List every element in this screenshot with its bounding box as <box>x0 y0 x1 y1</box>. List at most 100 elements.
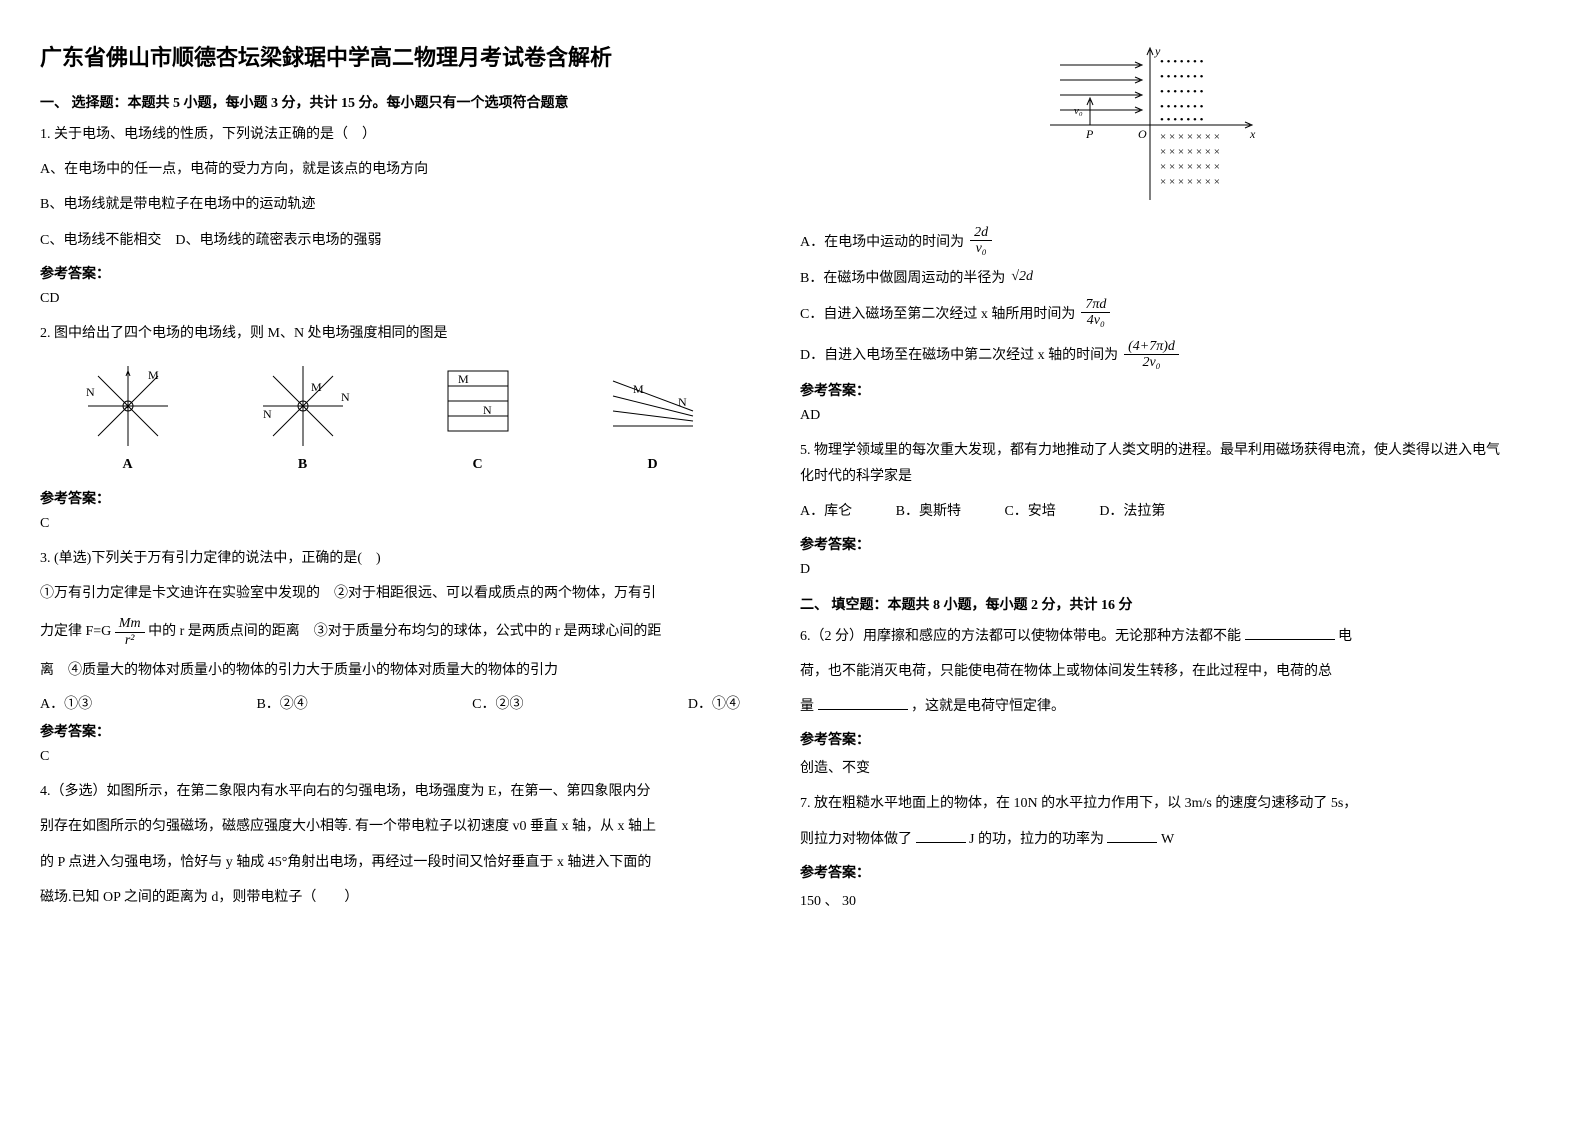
svg-text:M: M <box>148 368 159 382</box>
q7-stem2b: J 的功，拉力的功率为 <box>969 832 1104 847</box>
q2-fig-a: - M N A <box>68 361 188 473</box>
q3-stem3b: 中的 r 是两质点间的距离 ③对于质量分布均匀的球体，公式中的 r 是两球心间的… <box>148 624 661 639</box>
q4-stem3: 的 P 点进入匀强电场，恰好与 y 轴成 45°角射出电场，再经过一段时间又恰好… <box>40 850 740 875</box>
svg-text:N: N <box>483 403 492 417</box>
svg-text:M: M <box>458 372 469 386</box>
q5-optD: D．法拉第 <box>1099 504 1165 519</box>
section2-header: 二、 填空题：本题共 8 小题，每小题 2 分，共计 16 分 <box>800 594 1500 614</box>
fieldlines-b-icon: + M N N <box>253 361 353 451</box>
q4-optC-frac: 7πd 4v₀ <box>1081 297 1110 329</box>
svg-text:× × × × × × ×: × × × × × × × <box>1160 131 1220 143</box>
q6-answer-label: 参考答案： <box>800 729 1500 749</box>
q3-optB: B．②④ <box>256 693 307 713</box>
q2-stem: 2. 图中给出了四个电场的电场线，则 M、N 处电场强度相同的图是 <box>40 321 740 346</box>
q2-fig-c: M N C <box>418 361 538 473</box>
q7-line2: 则拉力对物体做了 J 的功，拉力的功率为 W <box>800 827 1500 852</box>
q7-blank1 <box>916 828 966 843</box>
q6-stem1: 6.（2 分）用摩擦和感应的方法都可以使物体带电。无论那种方法都不能 <box>800 629 1241 644</box>
q6-stem1b: 电 <box>1338 629 1352 644</box>
q7-stem2a: 则拉力对物体做了 <box>800 832 912 847</box>
q1-optC: C、电场线不能相交 D、电场线的疏密表示电场的强弱 <box>40 228 740 253</box>
q2-fig-b: + M N N B <box>243 361 363 473</box>
q4-optB-text: B．在磁场中做圆周运动的半径为 <box>800 267 1005 287</box>
q2-answer-label: 参考答案： <box>40 488 740 508</box>
q6-line3: 量 ，这就是电荷守恒定律。 <box>800 694 1500 719</box>
q5-stem: 5. 物理学领域里的每次重大发现，都有力地推动了人类文明的进程。最早利用磁场获得… <box>800 438 1500 488</box>
fieldlines-a-icon: - M N <box>78 361 178 451</box>
q6-stem2: 荷，也不能消灭电荷，只能使电荷在物体上或物体间发生转移，在此过程中，电荷的总 <box>800 659 1500 684</box>
q2-fig-a-label: A <box>68 457 188 473</box>
page-title: 广东省佛山市顺德杏坛梁銶琚中学高二物理月考试卷含解析 <box>40 40 740 72</box>
svg-text:• • • • • • •: • • • • • • • <box>1160 86 1204 98</box>
left-column: 广东省佛山市顺德杏坛梁銶琚中学高二物理月考试卷含解析 一、 选择题：本题共 5 … <box>40 40 740 924</box>
q2-fig-d-label: D <box>593 457 713 473</box>
q4-optD-frac: (4+7π)d 2v₀ <box>1124 339 1179 371</box>
svg-text:O: O <box>1138 127 1147 141</box>
q6-stem3b: ，这就是电荷守恒定律。 <box>911 699 1065 714</box>
q6-answer: 创造、不变 <box>800 757 1500 777</box>
q3-frac-num: Mm <box>115 616 145 632</box>
q4-optC-text: C．自进入磁场至第二次经过 x 轴所用时间为 <box>800 303 1075 323</box>
q6-blank2 <box>818 695 908 710</box>
q3-optD: D．①④ <box>688 693 740 713</box>
q3-fraction: Mm r² <box>115 616 145 648</box>
q3-stem1: 3. (单选)下列关于万有引力定律的说法中，正确的是( ) <box>40 546 740 571</box>
q4-optB: B．在磁场中做圆周运动的半径为 √2d <box>800 267 1500 287</box>
q4-stem4: 磁场.已知 OP 之间的距离为 d，则带电粒子（ ） <box>40 885 740 910</box>
q1-answer: CD <box>40 291 740 307</box>
q7-stem2c: W <box>1161 832 1174 847</box>
q4-diagram-icon: y x O v₀ P • • • • • • • • • • • • • • •… <box>1040 40 1260 210</box>
q2-answer: C <box>40 516 740 532</box>
svg-text:M: M <box>633 382 644 396</box>
q4-optD-text: D．自进入电场至在磁场中第二次经过 x 轴的时间为 <box>800 344 1118 364</box>
section1-header: 一、 选择题：本题共 5 小题，每小题 3 分，共计 15 分。每小题只有一个选… <box>40 92 740 112</box>
q4-optB-val: √2d <box>1011 269 1033 285</box>
q5-options: A．库仑 B．奥斯特 C．安培 D．法拉第 <box>800 499 1500 524</box>
svg-text:× × × × × × ×: × × × × × × × <box>1160 176 1220 188</box>
q1-answer-label: 参考答案： <box>40 263 740 283</box>
svg-text:v₀: v₀ <box>1074 105 1083 117</box>
svg-text:N: N <box>263 407 272 421</box>
q3-optA: A．①③ <box>40 693 92 713</box>
q7-answer-label: 参考答案： <box>800 862 1500 882</box>
q4-optC: C．自进入磁场至第二次经过 x 轴所用时间为 7πd 4v₀ <box>800 297 1500 329</box>
q5-optB: B．奥斯特 <box>896 504 961 519</box>
svg-text:• • • • • • •: • • • • • • • <box>1160 56 1204 68</box>
q3-line3: 力定律 F=G Mm r² 中的 r 是两质点间的距离 ③对于质量分布均匀的球体… <box>40 616 740 648</box>
q4-optD: D．自进入电场至在磁场中第二次经过 x 轴的时间为 (4+7π)d 2v₀ <box>800 339 1500 371</box>
q3-options: A．①③ B．②④ C．②③ D．①④ <box>40 693 740 713</box>
q7-blank2 <box>1107 828 1157 843</box>
q5-answer: D <box>800 562 1500 578</box>
svg-text:× × × × × × ×: × × × × × × × <box>1160 161 1220 173</box>
q4-answer: AD <box>800 408 1500 424</box>
q3-frac-den: r² <box>115 633 145 648</box>
svg-text:• • • • • • •: • • • • • • • <box>1160 114 1204 126</box>
q4-optA-text: A．在电场中运动的时间为 <box>800 231 964 251</box>
svg-text:x: x <box>1249 127 1256 141</box>
q4-stem2: 别存在如图所示的匀强磁场，磁感应强度大小相等. 有一个带电粒子以初速度 v0 垂… <box>40 814 740 839</box>
q1-optA: A、在电场中的任一点，电荷的受力方向，就是该点的电场方向 <box>40 157 740 182</box>
svg-text:P: P <box>1085 127 1094 141</box>
q3-optC: C．②③ <box>472 693 523 713</box>
svg-text:N: N <box>341 390 350 404</box>
q2-figures: - M N A + <box>40 361 740 473</box>
q2-fig-c-label: C <box>418 457 538 473</box>
q3-stem2: ①万有引力定律是卡文迪许在实验室中发现的 ②对于相距很远、可以看成质点的两个物体… <box>40 581 740 606</box>
q3-answer: C <box>40 749 740 765</box>
q7-answer: 150 、 30 <box>800 890 1500 910</box>
q5-answer-label: 参考答案： <box>800 534 1500 554</box>
q2-fig-b-label: B <box>243 457 363 473</box>
q4-optA: A．在电场中运动的时间为 2d v₀ <box>800 225 1500 257</box>
svg-text:N: N <box>86 385 95 399</box>
fieldlines-d-icon: M N <box>603 361 703 451</box>
svg-text:× × × × × × ×: × × × × × × × <box>1160 146 1220 158</box>
q1-optB: B、电场线就是带电粒子在电场中的运动轨迹 <box>40 192 740 217</box>
svg-text:• • • • • • •: • • • • • • • <box>1160 101 1204 113</box>
q5-optC: C．安培 <box>1004 504 1055 519</box>
q1-stem: 1. 关于电场、电场线的性质，下列说法正确的是（ ） <box>40 122 740 147</box>
q6-stem3a: 量 <box>800 699 814 714</box>
q4-optA-frac: 2d v₀ <box>970 225 992 257</box>
q6-line1: 6.（2 分）用摩擦和感应的方法都可以使物体带电。无论那种方法都不能 电 <box>800 624 1500 649</box>
q6-blank1 <box>1245 625 1335 640</box>
q7-stem1: 7. 放在粗糙水平地面上的物体，在 10N 的水平拉力作用下，以 3m/s 的速… <box>800 791 1500 816</box>
